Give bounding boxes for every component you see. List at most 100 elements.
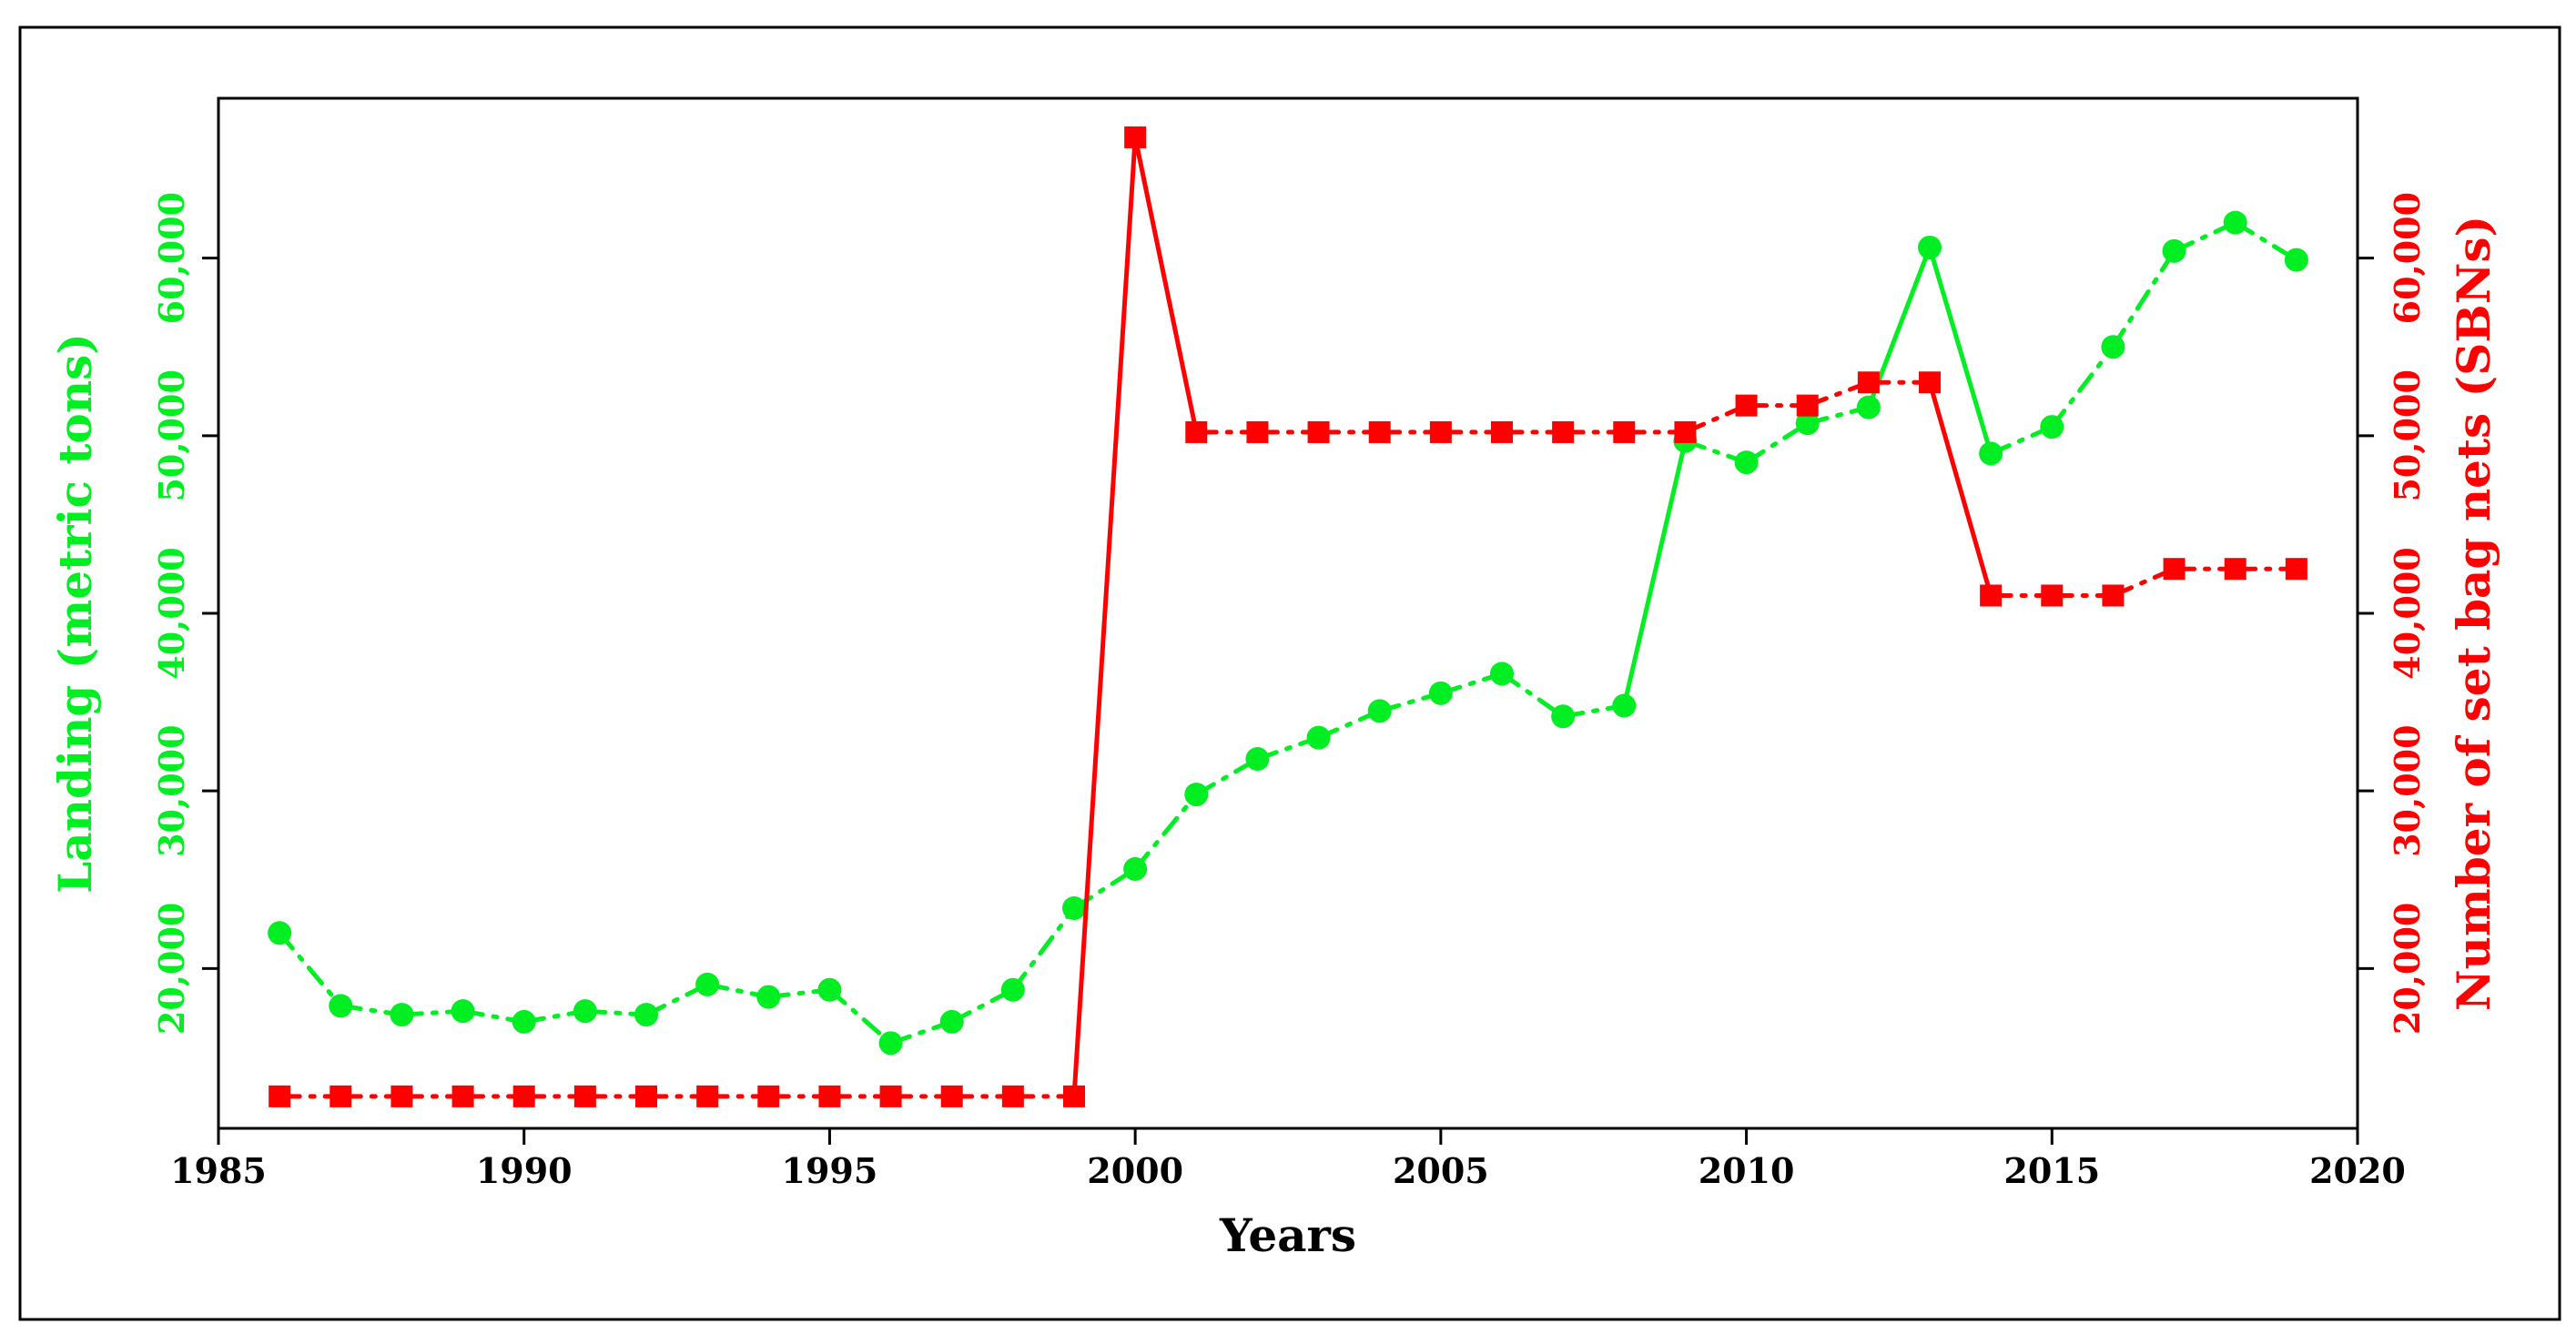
point-landing bbox=[695, 972, 720, 996]
point-sbn bbox=[757, 1085, 780, 1107]
point-landing bbox=[1918, 235, 1942, 259]
point-landing bbox=[1367, 699, 1392, 723]
series-landing-segment bbox=[2110, 248, 2177, 349]
point-landing bbox=[2162, 238, 2186, 263]
y-left-tick-label: 30,000 bbox=[151, 724, 192, 856]
point-landing bbox=[939, 1009, 964, 1034]
point-landing bbox=[512, 1009, 536, 1034]
point-sbn bbox=[1001, 1085, 1024, 1107]
x-tick-label: 1990 bbox=[476, 1150, 573, 1191]
series-sbn-segment bbox=[1071, 135, 1138, 1099]
y-axis-right: 20,000 30,000 40,000 50,000 60,000 bbox=[2358, 192, 2428, 1035]
point-sbn bbox=[451, 1085, 474, 1107]
y-axis-left: 20,000 30,000 40,000 50,000 60,000 bbox=[151, 192, 218, 1035]
series-landing-segment bbox=[1927, 245, 1993, 456]
point-sbn bbox=[1857, 371, 1880, 394]
point-sbn bbox=[1429, 420, 1452, 443]
point-landing bbox=[756, 985, 781, 1009]
point-landing bbox=[1551, 704, 1576, 729]
point-landing bbox=[2101, 335, 2125, 359]
point-sbn bbox=[1613, 420, 1636, 443]
point-landing bbox=[268, 921, 292, 945]
point-sbn bbox=[879, 1085, 902, 1107]
point-sbn bbox=[2163, 558, 2186, 581]
series-landing-segment bbox=[2049, 344, 2115, 429]
point-sbn bbox=[1919, 371, 1941, 394]
x-tick-label: 1985 bbox=[170, 1150, 267, 1191]
series-landing-segment bbox=[1132, 792, 1199, 872]
series-sbn-segment bbox=[1927, 379, 1993, 598]
series-landing-segment bbox=[1010, 905, 1077, 993]
y-axis-left-label: Landing (metric tons) bbox=[48, 333, 102, 894]
x-tick-label: 2005 bbox=[1393, 1150, 1489, 1191]
point-landing bbox=[634, 1003, 658, 1027]
point-landing bbox=[451, 999, 475, 1024]
point-landing bbox=[573, 999, 597, 1024]
point-landing bbox=[1245, 747, 1270, 772]
x-tick-label: 2015 bbox=[2003, 1150, 2100, 1191]
y-left-tick-label: 60,000 bbox=[151, 192, 192, 324]
point-landing bbox=[1306, 725, 1331, 750]
point-sbn bbox=[635, 1085, 657, 1107]
point-sbn bbox=[696, 1085, 719, 1107]
point-sbn bbox=[1368, 420, 1391, 443]
point-sbn bbox=[512, 1085, 535, 1107]
point-sbn bbox=[2102, 584, 2125, 607]
point-sbn bbox=[1246, 420, 1269, 443]
y-left-tick-label: 40,000 bbox=[151, 547, 192, 679]
y-right-tick-label: 30,000 bbox=[2387, 724, 2428, 856]
point-landing bbox=[329, 994, 353, 1018]
point-landing bbox=[1062, 895, 1086, 920]
y-left-tick-label: 50,000 bbox=[151, 369, 192, 501]
x-tick-label: 2020 bbox=[2309, 1150, 2406, 1191]
point-landing bbox=[1856, 395, 1881, 419]
point-landing bbox=[1428, 681, 1453, 705]
outer-frame bbox=[18, 25, 2561, 1321]
point-landing bbox=[2223, 210, 2247, 235]
y-right-tick-label: 50,000 bbox=[2387, 369, 2428, 501]
point-landing bbox=[390, 1003, 414, 1027]
point-sbn bbox=[330, 1085, 352, 1107]
series-layer bbox=[268, 126, 2308, 1107]
point-landing bbox=[1979, 441, 2003, 466]
point-landing bbox=[2040, 415, 2064, 440]
point-sbn bbox=[818, 1085, 841, 1107]
series-landing-segment bbox=[827, 987, 894, 1046]
point-sbn bbox=[1796, 394, 1819, 417]
point-sbn bbox=[573, 1085, 596, 1107]
x-tick-label: 2000 bbox=[1087, 1150, 1183, 1191]
point-sbn bbox=[1735, 394, 1758, 417]
point-landing bbox=[1490, 662, 1514, 686]
y-axis-right-label: Number of set bag nets (SBNs) bbox=[2447, 216, 2500, 1011]
point-sbn bbox=[1124, 126, 1147, 148]
series-landing bbox=[268, 210, 2308, 1056]
series-landing-segment bbox=[277, 930, 343, 1008]
point-sbn bbox=[390, 1085, 413, 1107]
point-landing bbox=[1612, 693, 1637, 718]
point-sbn bbox=[2224, 558, 2246, 581]
point-sbn bbox=[940, 1085, 963, 1107]
point-landing bbox=[1734, 450, 1759, 475]
y-right-tick-label: 20,000 bbox=[2387, 903, 2428, 1035]
point-landing bbox=[1000, 977, 1025, 1002]
x-tick-label: 2010 bbox=[1699, 1150, 1795, 1191]
x-axis: 1985 1990 1995 2000 2005 2010 2015 2020 bbox=[170, 1128, 2406, 1191]
point-landing bbox=[878, 1031, 903, 1056]
x-axis-label: Years bbox=[1219, 1208, 1356, 1262]
series-sbn bbox=[269, 126, 2307, 1107]
point-landing bbox=[817, 977, 842, 1002]
point-sbn bbox=[1185, 420, 1208, 443]
point-sbn bbox=[1491, 420, 1513, 443]
series-landing-segment bbox=[1621, 439, 1688, 708]
x-tick-label: 1995 bbox=[782, 1150, 878, 1191]
point-landing bbox=[1123, 857, 1148, 882]
series-landing-segment bbox=[2233, 220, 2299, 263]
series-sbn-segment bbox=[1132, 135, 1199, 435]
point-landing bbox=[2284, 248, 2308, 272]
series-landing-segment bbox=[1499, 671, 1566, 719]
point-sbn bbox=[1063, 1085, 1085, 1107]
point-landing bbox=[1795, 411, 1820, 436]
y-right-tick-label: 60,000 bbox=[2387, 192, 2428, 324]
point-sbn bbox=[1980, 584, 2003, 607]
